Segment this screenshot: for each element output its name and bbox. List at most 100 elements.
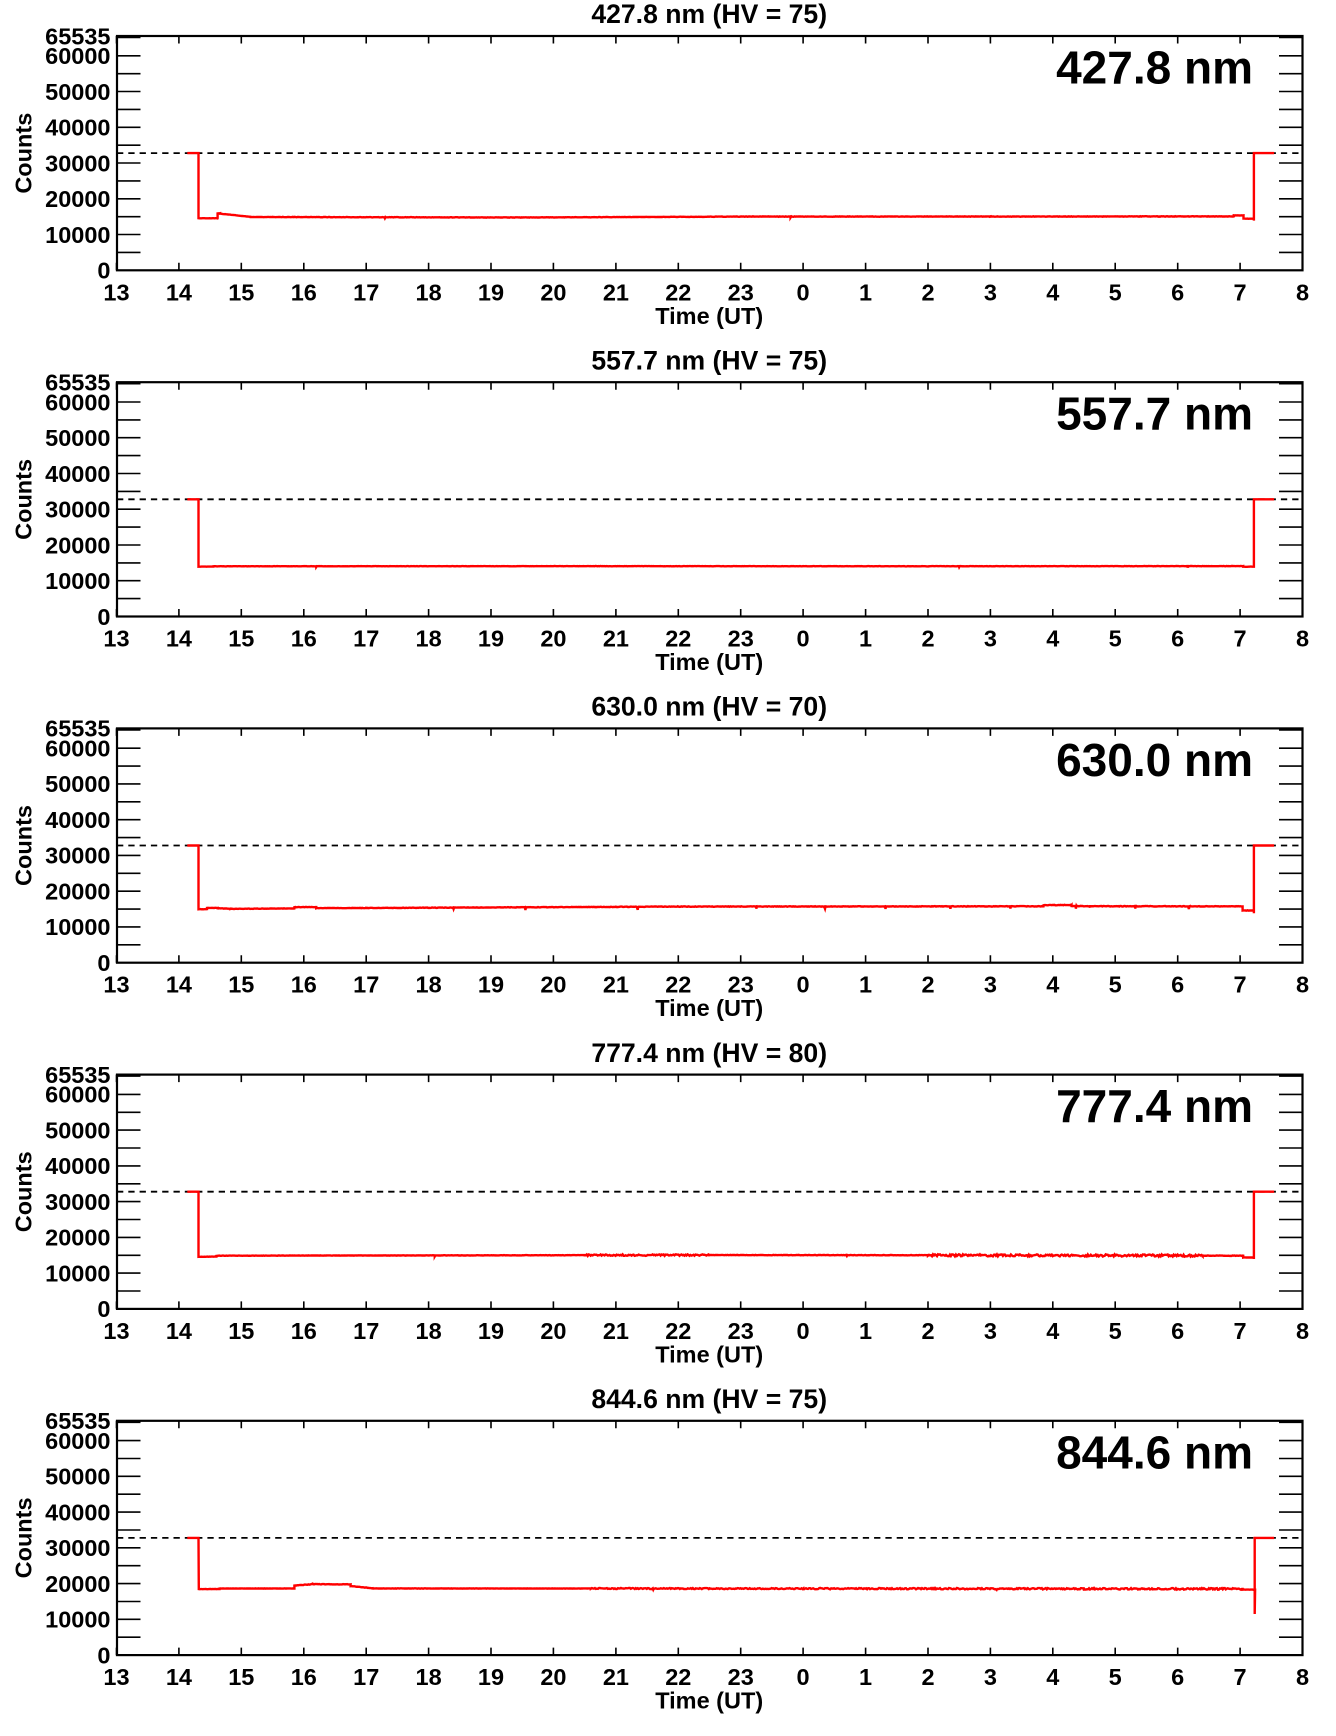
svg-text:21: 21: [603, 279, 629, 305]
svg-text:65535: 65535: [45, 23, 110, 49]
svg-text:14: 14: [166, 279, 192, 305]
svg-text:30000: 30000: [45, 1189, 110, 1215]
svg-text:13: 13: [103, 1318, 129, 1344]
svg-text:40000: 40000: [45, 807, 110, 833]
svg-text:17: 17: [353, 1318, 379, 1344]
svg-text:30000: 30000: [45, 497, 110, 523]
svg-text:21: 21: [603, 1664, 629, 1690]
svg-text:1: 1: [859, 1318, 872, 1344]
svg-text:Time (UT): Time (UT): [655, 1341, 763, 1367]
svg-text:20000: 20000: [45, 532, 110, 558]
svg-text:1: 1: [859, 279, 872, 305]
svg-text:8: 8: [1296, 279, 1309, 305]
svg-text:14: 14: [166, 626, 192, 652]
svg-text:844.6 nm (HV = 75): 844.6 nm (HV = 75): [591, 1384, 827, 1414]
svg-text:5: 5: [1109, 1318, 1122, 1344]
svg-text:15: 15: [228, 279, 254, 305]
svg-text:16: 16: [291, 972, 317, 998]
svg-text:7: 7: [1234, 279, 1247, 305]
svg-text:427.8 nm (HV = 75): 427.8 nm (HV = 75): [591, 0, 827, 29]
svg-text:8: 8: [1296, 626, 1309, 652]
svg-text:13: 13: [103, 279, 129, 305]
svg-text:20000: 20000: [45, 1571, 110, 1597]
svg-text:6: 6: [1171, 972, 1184, 998]
svg-text:16: 16: [291, 279, 317, 305]
svg-text:30000: 30000: [45, 1535, 110, 1561]
svg-text:630.0 nm: 630.0 nm: [1056, 734, 1253, 786]
svg-text:18: 18: [416, 626, 442, 652]
svg-text:10000: 10000: [45, 1260, 110, 1286]
svg-text:4: 4: [1046, 972, 1059, 998]
svg-text:30000: 30000: [45, 150, 110, 176]
svg-text:21: 21: [603, 972, 629, 998]
svg-text:Counts: Counts: [11, 113, 37, 194]
svg-text:10000: 10000: [45, 914, 110, 940]
svg-text:844.6 nm: 844.6 nm: [1056, 1426, 1253, 1478]
svg-text:5: 5: [1109, 626, 1122, 652]
svg-text:7: 7: [1234, 972, 1247, 998]
svg-text:60000: 60000: [45, 389, 110, 415]
svg-text:1: 1: [859, 972, 872, 998]
svg-text:20000: 20000: [45, 186, 110, 212]
svg-text:2: 2: [921, 626, 934, 652]
svg-text:3: 3: [984, 1664, 997, 1690]
svg-text:13: 13: [103, 1664, 129, 1690]
svg-text:Counts: Counts: [11, 1151, 37, 1232]
svg-text:7: 7: [1234, 1318, 1247, 1344]
svg-text:23: 23: [728, 279, 754, 305]
svg-text:18: 18: [416, 972, 442, 998]
svg-text:14: 14: [166, 1664, 192, 1690]
svg-text:0: 0: [97, 258, 110, 284]
svg-text:60000: 60000: [45, 1428, 110, 1454]
svg-text:50000: 50000: [45, 771, 110, 797]
svg-text:10000: 10000: [45, 568, 110, 594]
svg-text:3: 3: [984, 279, 997, 305]
svg-text:18: 18: [416, 1664, 442, 1690]
svg-text:8: 8: [1296, 1664, 1309, 1690]
svg-text:Time (UT): Time (UT): [655, 995, 763, 1021]
svg-text:22: 22: [665, 626, 691, 652]
svg-text:777.4 nm (HV = 80): 777.4 nm (HV = 80): [591, 1038, 827, 1068]
svg-text:50000: 50000: [45, 1117, 110, 1143]
svg-text:7: 7: [1234, 626, 1247, 652]
svg-text:6: 6: [1171, 1664, 1184, 1690]
svg-text:0: 0: [797, 626, 810, 652]
svg-text:0: 0: [97, 1642, 110, 1668]
svg-text:17: 17: [353, 972, 379, 998]
svg-text:22: 22: [665, 972, 691, 998]
svg-text:50000: 50000: [45, 1464, 110, 1490]
svg-text:21: 21: [603, 626, 629, 652]
svg-text:3: 3: [984, 1318, 997, 1344]
svg-text:630.0 nm (HV = 70): 630.0 nm (HV = 70): [591, 692, 827, 722]
svg-text:5: 5: [1109, 972, 1122, 998]
svg-text:16: 16: [291, 1664, 317, 1690]
svg-text:14: 14: [166, 1318, 192, 1344]
svg-text:19: 19: [478, 626, 504, 652]
svg-text:17: 17: [353, 1664, 379, 1690]
svg-text:2: 2: [921, 1664, 934, 1690]
svg-text:50000: 50000: [45, 79, 110, 105]
svg-text:15: 15: [228, 626, 254, 652]
svg-text:1: 1: [859, 626, 872, 652]
svg-text:65535: 65535: [45, 1408, 110, 1434]
svg-text:20000: 20000: [45, 879, 110, 905]
svg-text:60000: 60000: [45, 736, 110, 762]
svg-text:0: 0: [797, 1664, 810, 1690]
svg-text:65535: 65535: [45, 370, 110, 396]
svg-text:4: 4: [1046, 1664, 1059, 1690]
svg-text:6: 6: [1171, 1318, 1184, 1344]
svg-text:427.8 nm: 427.8 nm: [1056, 42, 1253, 94]
svg-text:10000: 10000: [45, 1607, 110, 1633]
svg-text:6: 6: [1171, 626, 1184, 652]
svg-text:40000: 40000: [45, 1499, 110, 1525]
svg-text:557.7 nm: 557.7 nm: [1056, 388, 1253, 440]
svg-text:15: 15: [228, 1318, 254, 1344]
svg-text:Time (UT): Time (UT): [655, 303, 763, 329]
svg-text:0: 0: [97, 1296, 110, 1322]
svg-text:20: 20: [540, 972, 566, 998]
svg-text:22: 22: [665, 279, 691, 305]
svg-text:2: 2: [921, 972, 934, 998]
svg-text:0: 0: [797, 279, 810, 305]
svg-text:17: 17: [353, 279, 379, 305]
svg-text:0: 0: [797, 1318, 810, 1344]
